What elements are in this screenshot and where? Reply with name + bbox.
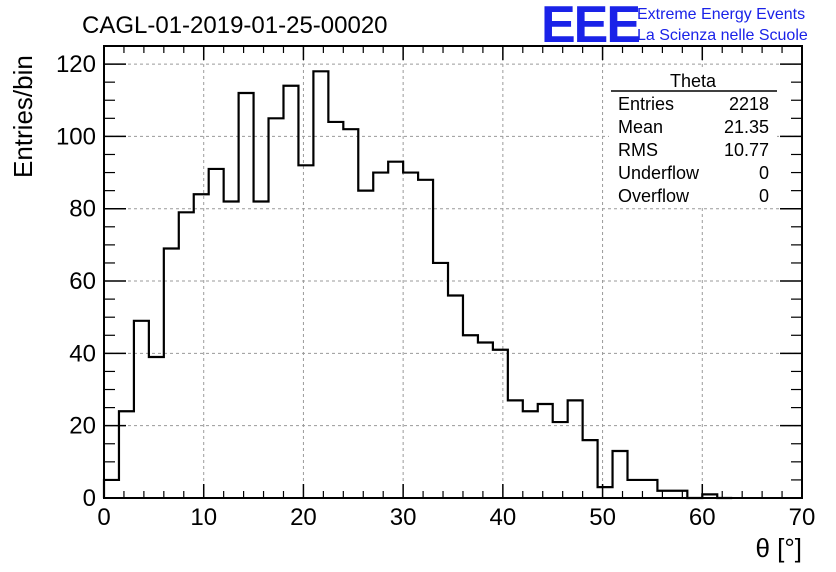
histogram-step-line bbox=[102, 70, 733, 500]
logo-mark: EEE bbox=[541, 0, 639, 54]
stats-label-overflow: Overflow bbox=[618, 186, 690, 206]
stats-value-overflow: 0 bbox=[759, 186, 769, 206]
logo-line-1: Extreme Energy Events bbox=[637, 6, 805, 23]
stats-label-rms: RMS bbox=[618, 140, 658, 160]
stats-label-mean: Mean bbox=[618, 117, 663, 137]
logo-line-2: La Scienza nelle Scuole bbox=[637, 27, 808, 44]
x-tick-labels: 0 10 20 30 40 50 60 70 bbox=[97, 504, 815, 531]
y-tick-label: 20 bbox=[69, 413, 96, 440]
stats-label-entries: Entries bbox=[618, 94, 674, 114]
x-axis-label: θ [°] bbox=[755, 533, 802, 563]
x-tick-label: 10 bbox=[190, 504, 217, 531]
stats-box-bg bbox=[609, 70, 777, 208]
y-tick-label: 80 bbox=[69, 196, 96, 223]
x-tick-label: 60 bbox=[689, 504, 716, 531]
axis-ticks bbox=[103, 45, 803, 499]
y-tick-label: 60 bbox=[69, 268, 96, 295]
x-tick-label: 20 bbox=[290, 504, 317, 531]
y-tick-label: 40 bbox=[69, 340, 96, 367]
x-tick-label: 0 bbox=[97, 504, 110, 531]
y-axis-label: Entries/bin bbox=[8, 55, 38, 178]
y-tick-label: 120 bbox=[56, 51, 96, 78]
y-tick-label: 0 bbox=[83, 485, 96, 512]
x-tick-label: 30 bbox=[390, 504, 417, 531]
x-tick-label: 50 bbox=[589, 504, 616, 531]
stats-label-underflow: Underflow bbox=[618, 163, 700, 183]
grid-lines bbox=[104, 46, 802, 498]
eee-logo: EEE Extreme Energy Events La Scienza nel… bbox=[541, 0, 808, 54]
x-tick-label: 70 bbox=[789, 504, 816, 531]
chart-title: CAGL-01-2019-01-25-00020 bbox=[82, 12, 388, 39]
stats-value-entries: 2218 bbox=[729, 94, 769, 114]
plot-frame bbox=[103, 45, 803, 499]
stats-value-mean: 21.35 bbox=[724, 117, 769, 137]
y-tick-label: 100 bbox=[56, 123, 96, 150]
y-tick-labels: 0 20 40 60 80 100 120 bbox=[56, 51, 96, 512]
stats-box: Theta Entries 2218 Mean 21.35 RMS 10.77 … bbox=[609, 70, 777, 208]
stats-title: Theta bbox=[670, 71, 717, 91]
stats-value-rms: 10.77 bbox=[724, 140, 769, 160]
stats-value-underflow: 0 bbox=[759, 163, 769, 183]
x-tick-label: 40 bbox=[490, 504, 517, 531]
